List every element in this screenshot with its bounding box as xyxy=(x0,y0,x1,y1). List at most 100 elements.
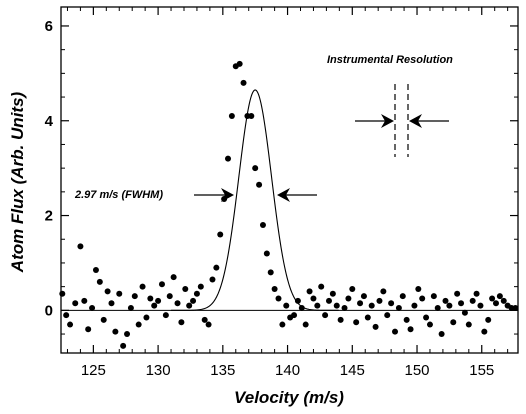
data-point xyxy=(430,293,437,300)
data-point xyxy=(392,328,399,335)
data-point xyxy=(512,304,519,311)
y-tick-label: 6 xyxy=(45,18,53,35)
x-tick-label: 155 xyxy=(469,362,494,379)
fwhm-right-arrowhead xyxy=(277,188,290,202)
data-point xyxy=(306,288,313,295)
data-point xyxy=(411,302,418,309)
data-point xyxy=(364,314,371,321)
data-point xyxy=(318,283,325,290)
data-point xyxy=(89,304,96,311)
data-point xyxy=(182,286,189,293)
data-point xyxy=(213,264,220,271)
data-point xyxy=(108,300,115,307)
plot-frame xyxy=(60,6,519,354)
data-point xyxy=(85,326,92,333)
data-point xyxy=(291,312,298,319)
data-point xyxy=(380,288,387,295)
data-point xyxy=(263,250,270,257)
fit-curve-path xyxy=(171,89,339,311)
y-tick-label: 4 xyxy=(45,113,54,130)
axis-ticks: 125 130 135 140 145 150 155 0 2 4 6 xyxy=(45,7,518,379)
data-point xyxy=(135,321,142,328)
data-point xyxy=(419,295,426,302)
data-point xyxy=(384,312,391,319)
data-point xyxy=(322,312,329,319)
data-point xyxy=(252,165,259,172)
data-point xyxy=(283,302,290,309)
data-point xyxy=(314,302,321,309)
data-point xyxy=(186,302,193,309)
data-point xyxy=(329,290,336,297)
annotations: 2.97 m/s (FWHM) Instrumental Resolution xyxy=(74,54,453,202)
data-point xyxy=(492,300,499,307)
data-point xyxy=(372,323,379,330)
data-point xyxy=(209,276,216,283)
data-point xyxy=(500,297,507,304)
data-point xyxy=(127,304,134,311)
data-point xyxy=(112,328,119,335)
data-point xyxy=(399,293,406,300)
data-point xyxy=(469,297,476,304)
data-point xyxy=(259,222,266,229)
data-point xyxy=(275,295,282,302)
data-point xyxy=(461,309,468,316)
data-point xyxy=(63,312,70,319)
data-point xyxy=(368,302,375,309)
data-point xyxy=(345,295,352,302)
data-point xyxy=(193,290,200,297)
data-points xyxy=(59,60,519,349)
data-point xyxy=(407,326,414,333)
data-point xyxy=(116,290,123,297)
data-point xyxy=(357,300,364,307)
y-tick-label: 0 xyxy=(45,302,53,319)
data-point xyxy=(302,321,309,328)
data-point xyxy=(298,304,305,311)
y-tick-label: 2 xyxy=(45,208,53,225)
data-point xyxy=(59,290,66,297)
resolution-left-arrowhead xyxy=(381,114,394,128)
data-point xyxy=(279,321,286,328)
data-point xyxy=(438,331,445,338)
data-point xyxy=(465,321,472,328)
data-point xyxy=(100,316,107,323)
data-point xyxy=(360,293,367,300)
data-point xyxy=(72,300,79,307)
data-point xyxy=(423,314,430,321)
data-point xyxy=(294,297,301,304)
data-point xyxy=(197,283,204,290)
data-point xyxy=(485,316,492,323)
data-point xyxy=(92,267,99,274)
data-point xyxy=(310,295,317,302)
data-point xyxy=(434,304,441,311)
data-point xyxy=(201,316,208,323)
data-point xyxy=(376,297,383,304)
resolution-right-arrowhead xyxy=(409,114,422,128)
data-point xyxy=(170,274,177,281)
data-point xyxy=(217,231,224,238)
x-tick-label: 145 xyxy=(340,362,365,379)
data-point xyxy=(271,286,278,293)
data-point xyxy=(67,321,74,328)
x-tick-label: 150 xyxy=(405,362,430,379)
data-point xyxy=(205,321,212,328)
data-point xyxy=(155,297,162,304)
data-point xyxy=(81,297,88,304)
data-point xyxy=(178,319,185,326)
data-point xyxy=(426,321,433,328)
data-point xyxy=(77,243,84,250)
data-point xyxy=(325,297,332,304)
data-point xyxy=(236,60,243,67)
x-tick-label: 140 xyxy=(275,362,300,379)
data-point xyxy=(190,297,197,304)
data-point xyxy=(395,304,402,311)
data-point xyxy=(349,286,356,293)
data-point xyxy=(415,286,422,293)
data-point xyxy=(473,290,480,297)
data-point xyxy=(353,319,360,326)
data-point xyxy=(442,297,449,304)
data-point xyxy=(104,288,111,295)
data-point xyxy=(228,113,235,120)
x-tick-label: 130 xyxy=(146,362,171,379)
data-point xyxy=(151,302,158,309)
